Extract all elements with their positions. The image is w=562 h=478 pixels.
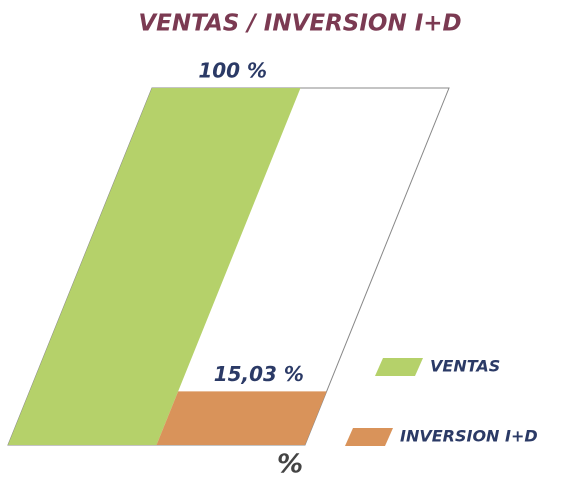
- legend-swatch: [345, 428, 393, 446]
- legend-swatch: [375, 358, 423, 376]
- chart-title: VENTAS / INVERSION I+D: [138, 11, 461, 37]
- legend-label: INVERSION I+D: [400, 427, 538, 446]
- axis-label: %: [277, 450, 303, 478]
- legend-label: VENTAS: [430, 357, 500, 376]
- bar: [8, 88, 301, 445]
- value-label: 100 %: [198, 59, 267, 83]
- value-label: 15,03 %: [214, 362, 304, 386]
- bar: [156, 391, 327, 445]
